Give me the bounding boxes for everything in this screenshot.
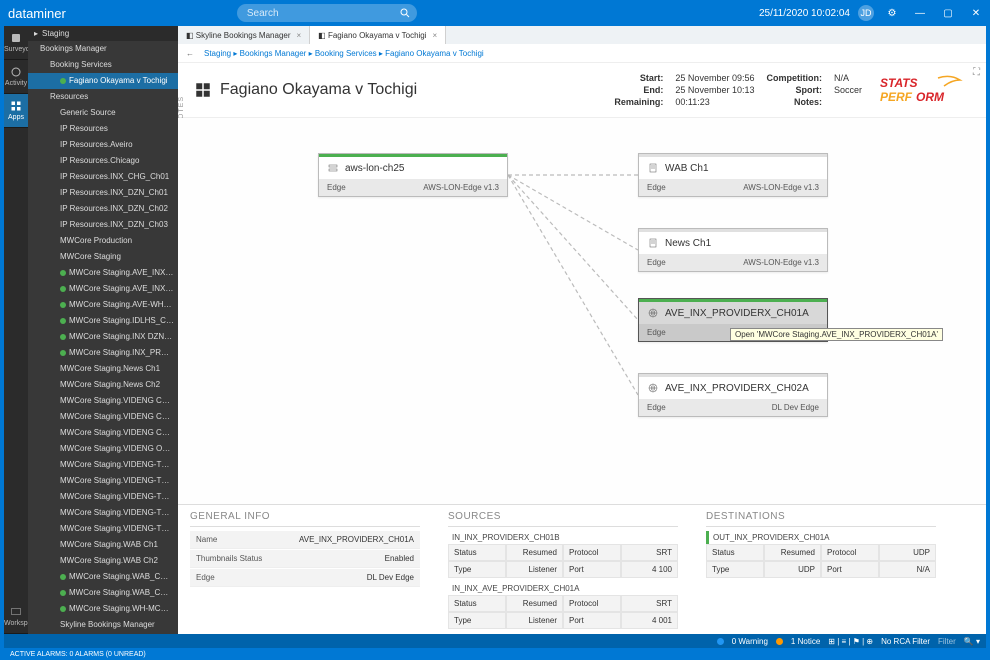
crumb[interactable]: Staging bbox=[204, 49, 231, 58]
minimize-button[interactable]: — bbox=[910, 8, 930, 19]
tree-item[interactable]: MWCore Staging.INX DZN CH1 bbox=[28, 329, 178, 345]
global-search[interactable] bbox=[237, 4, 417, 22]
close-button[interactable]: ✕ bbox=[966, 8, 986, 19]
tree-item[interactable]: MWCore Staging.IDLHS_CH40 bbox=[28, 313, 178, 329]
tree-item[interactable]: IP Resources bbox=[28, 121, 178, 137]
tree-item[interactable]: IP Resources.INX_CHG_Ch01 bbox=[28, 169, 178, 185]
tree-item[interactable]: IP Resources.INX_DZN_Ch01 bbox=[28, 185, 178, 201]
page-header: ⛶ Fagiano Okayama v Tochigi Start:25 Nov… bbox=[178, 62, 986, 118]
tree-item[interactable]: IP Resources.INX_DZN_Ch03 bbox=[28, 217, 178, 233]
status-search-icon[interactable]: 🔍 ▾ bbox=[964, 637, 980, 646]
tree-item[interactable]: Fagiano Okayama v Tochigi bbox=[28, 73, 178, 89]
tooltip: Open 'MWCore Staging.AVE_INX_PROVIDERX_C… bbox=[730, 328, 943, 341]
tree-item[interactable]: MWCore Staging.WH-MCR-TEST-C1 bbox=[28, 601, 178, 617]
stats-perform-logo: STATSPERFORM bbox=[880, 74, 970, 106]
detail-panel: GENERAL INFO NameAVE_INX_PROVIDERX_CH01A… bbox=[178, 504, 986, 634]
topology-canvas[interactable]: aws-lon-ch25EdgeAWS-LON-Edge v1.3 WAB Ch1… bbox=[178, 118, 986, 504]
nav-tree: ▸ Staging Bookings ManagerBooking Servic… bbox=[28, 26, 178, 634]
tree-item[interactable]: MWCore Staging.VIDENG-TEST-CH03 bbox=[28, 489, 178, 505]
status-icons[interactable]: ⊞ | ≡ | ⚑ | ⊕ bbox=[828, 637, 873, 646]
tree-item[interactable]: MWCore Staging.AVE_INX_PROVIDERX_CH01A bbox=[28, 265, 178, 281]
alarm-bar[interactable]: ACTIVE ALARMS: 0 ALARMS (0 UNREAD) bbox=[4, 648, 986, 660]
user-avatar[interactable]: JD bbox=[858, 5, 874, 21]
rail-surveyor[interactable]: Surveyor bbox=[4, 26, 28, 60]
dests-title: DESTINATIONS bbox=[706, 511, 936, 527]
tree-item[interactable]: Booking Services bbox=[28, 57, 178, 73]
tree-item[interactable]: MWCore Staging.VIDENG CH02 bbox=[28, 409, 178, 425]
topology-node[interactable]: News Ch1EdgeAWS-LON-Edge v1.3 bbox=[638, 228, 828, 272]
general-title: GENERAL INFO bbox=[190, 511, 420, 527]
tree-item[interactable]: Bookings Manager bbox=[28, 41, 178, 57]
tree-item[interactable]: MWCore Staging.VIDENG CH01 bbox=[28, 393, 178, 409]
tab-strip: ◧ Skyline Bookings Manager×◧ Fagiano Oka… bbox=[178, 26, 986, 44]
topology-node[interactable]: aws-lon-ch25EdgeAWS-LON-Edge v1.3 bbox=[318, 153, 508, 197]
sources-title: SOURCES bbox=[448, 511, 678, 527]
rail-activity[interactable]: Activity bbox=[4, 60, 28, 94]
topology-node[interactable]: WAB Ch1EdgeAWS-LON-Edge v1.3 bbox=[638, 153, 828, 197]
svg-text:PERF: PERF bbox=[880, 90, 913, 104]
tree-item[interactable]: IP Resources.INX_DZN_Ch02 bbox=[28, 201, 178, 217]
tree-item[interactable]: IP Resources.Chicago bbox=[28, 153, 178, 169]
tab[interactable]: ◧ Fagiano Okayama v Tochigi× bbox=[310, 26, 446, 44]
tree-item[interactable]: MWCore Staging.News Ch1 bbox=[28, 361, 178, 377]
page-title: Fagiano Okayama v Tochigi bbox=[194, 81, 417, 99]
crumb[interactable]: Bookings Manager bbox=[240, 49, 307, 58]
rail-apps[interactable]: Apps bbox=[4, 94, 28, 128]
tree-item[interactable]: IP Resources.Aveiro bbox=[28, 137, 178, 153]
tree-item[interactable]: MWCore Staging.WAB_CH05 bbox=[28, 585, 178, 601]
tree-item[interactable]: Skyline Bookings Manager bbox=[28, 617, 178, 633]
tree-item[interactable]: MWCore Staging.WAB Ch1 bbox=[28, 537, 178, 553]
tab-close-icon[interactable]: × bbox=[297, 31, 302, 40]
crumb[interactable]: Fagiano Okayama v Tochigi bbox=[385, 49, 484, 58]
status-bar: 0 Warning 1 Notice ⊞ | ≡ | ⚑ | ⊕ No RCA … bbox=[4, 634, 986, 648]
back-button[interactable]: ← bbox=[186, 49, 194, 58]
tree-item[interactable]: MWCore Production bbox=[28, 233, 178, 249]
search-icon bbox=[399, 7, 411, 19]
svg-text:STATS: STATS bbox=[880, 76, 918, 90]
tree-item[interactable]: MWCore Staging.VIDENG-TEST-CH04 bbox=[28, 505, 178, 521]
settings-icon[interactable]: ⚙ bbox=[882, 8, 902, 19]
tree-item[interactable]: MWCore Staging.VIDENG-TEST-CH05 bbox=[28, 521, 178, 537]
tree-item[interactable]: MWCore Staging.VIDENG-TEST-CH02 bbox=[28, 473, 178, 489]
topology-node[interactable]: AVE_INX_PROVIDERX_CH02AEdgeDL Dev Edge bbox=[638, 373, 828, 417]
tree-item[interactable]: MWCore Staging.VIDENG-TEST-CH01 bbox=[28, 457, 178, 473]
app-brand: dataminer bbox=[4, 6, 66, 21]
tree-item[interactable]: MWCore Staging.VIDENG CH03 bbox=[28, 425, 178, 441]
rail-workspace[interactable]: Workspace bbox=[4, 600, 28, 634]
tree-item[interactable]: MWCore Staging.VIDENG OUTCH04 bbox=[28, 441, 178, 457]
fullscreen-icon[interactable]: ⛶ bbox=[973, 67, 980, 78]
icon-rail: Surveyor Activity Apps Workspace bbox=[4, 26, 28, 634]
tree-item[interactable]: MWCore Staging.News Ch2 bbox=[28, 377, 178, 393]
maximize-button[interactable]: ▢ bbox=[938, 8, 958, 19]
svg-text:ORM: ORM bbox=[916, 90, 945, 104]
crumb[interactable]: Booking Services bbox=[315, 49, 377, 58]
timestamp: 25/11/2020 10:02:04 bbox=[759, 8, 850, 19]
tree-item[interactable]: MWCore Staging.AVE_INX_PROVIDERX_CH02A bbox=[28, 281, 178, 297]
tab-close-icon[interactable]: × bbox=[433, 31, 438, 40]
tree-item[interactable]: MWCore Staging.WAB_CH03 bbox=[28, 569, 178, 585]
tree-item[interactable]: MWCore Staging.AVE-WH-MCR-TEST_C1 bbox=[28, 297, 178, 313]
tree-item[interactable]: Generic Source bbox=[28, 105, 178, 121]
tree-item[interactable]: MWCore Staging bbox=[28, 249, 178, 265]
tree-item[interactable]: Resources bbox=[28, 89, 178, 105]
tree-root[interactable]: ▸ Staging bbox=[28, 26, 178, 41]
breadcrumb: ← Staging ▸ Bookings Manager ▸ Booking S… bbox=[178, 44, 986, 62]
tree-item[interactable]: MWCore Staging.WAB Ch2 bbox=[28, 553, 178, 569]
search-input[interactable] bbox=[237, 4, 417, 22]
tree-item[interactable]: MWCore Staging.INX_PROVIDERX_CH01A bbox=[28, 345, 178, 361]
tab[interactable]: ◧ Skyline Bookings Manager× bbox=[178, 26, 310, 44]
